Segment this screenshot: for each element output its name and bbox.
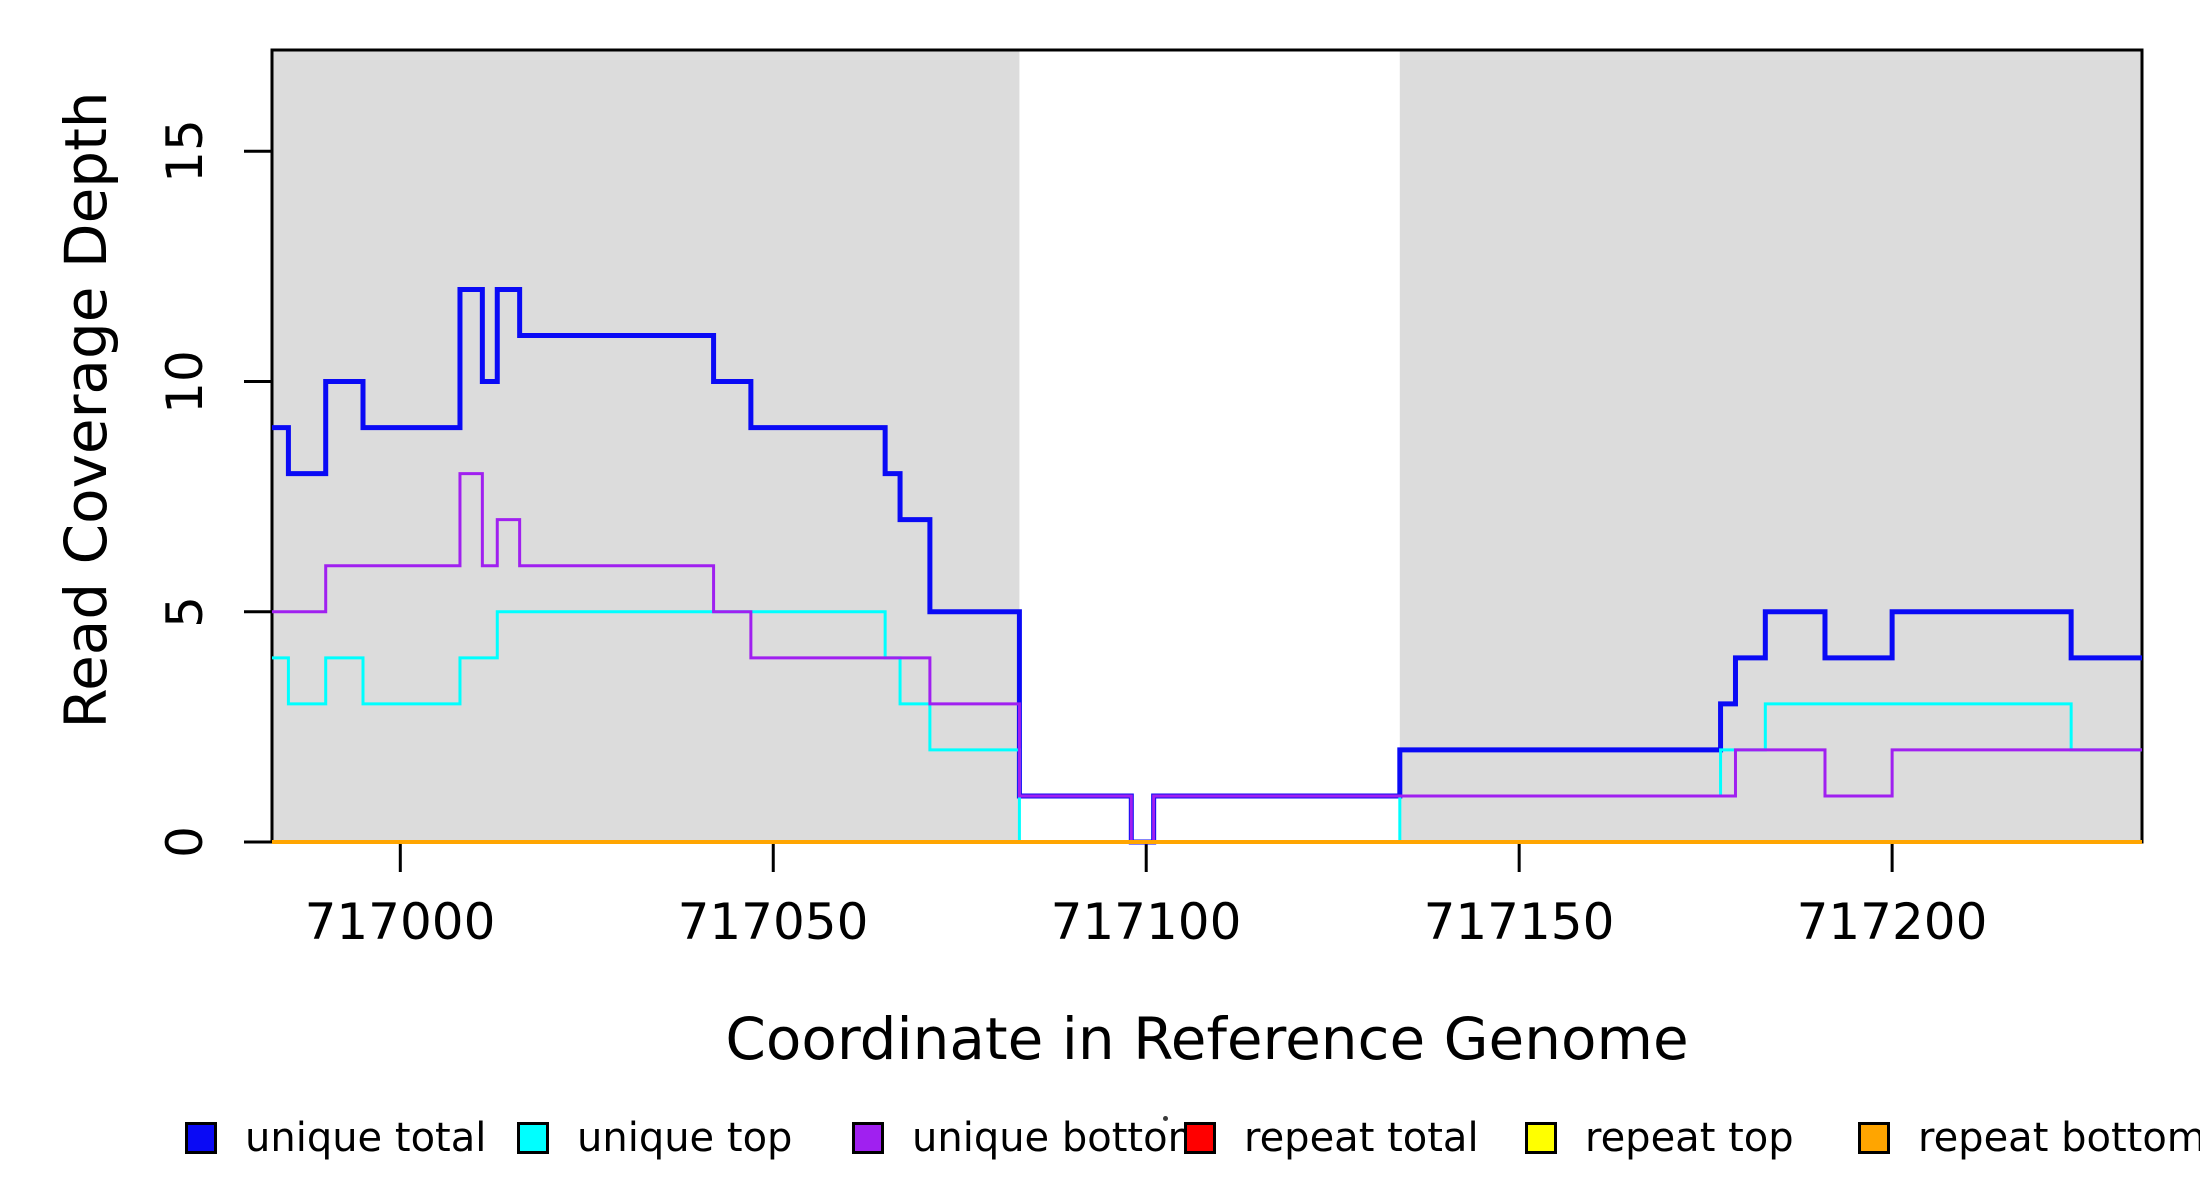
repeat-top-swatch	[1525, 1122, 1557, 1154]
legend-label: unique total	[245, 1115, 487, 1161]
legend-item-repeat-bottom: repeat bottom	[1858, 1112, 2200, 1164]
x-tick-label-717000: 717000	[304, 893, 496, 951]
x-tick-label-717100: 717100	[1050, 893, 1242, 951]
y-tick-label-5: 5	[156, 596, 214, 628]
y-tick-label-0: 0	[156, 826, 214, 858]
stray-dot	[1163, 1116, 1168, 1121]
legend-item-unique-top: unique top	[517, 1112, 792, 1164]
legend-label: repeat total	[1244, 1115, 1479, 1161]
y-tick-label-15: 15	[156, 119, 214, 183]
unique-top-swatch	[517, 1122, 549, 1154]
y-tick-label-10: 10	[156, 350, 214, 414]
shaded-region-1	[1399, 50, 2142, 842]
shaded-region-0	[272, 50, 1020, 842]
legend-item-repeat-total: repeat total	[1184, 1112, 1479, 1164]
x-tick-label-717150: 717150	[1423, 893, 1615, 951]
x-tick-label-717050: 717050	[677, 893, 869, 951]
unique-bottom-swatch	[852, 1122, 884, 1154]
x-axis-title: Coordinate in Reference Genome	[725, 1005, 1689, 1073]
legend-label: unique top	[577, 1115, 793, 1161]
x-tick-label-717200: 717200	[1796, 893, 1988, 951]
legend-label: repeat bottom	[1918, 1115, 2200, 1161]
legend-item-unique-total: unique total	[185, 1112, 486, 1164]
legend-item-repeat-top: repeat top	[1525, 1112, 1794, 1164]
y-axis-title: Read Coverage Depth	[52, 91, 120, 729]
legend-label: unique bottom	[912, 1115, 1207, 1161]
series-unique-total	[272, 286, 2142, 845]
series-unique-bottom	[272, 472, 2142, 844]
legend-label: repeat top	[1585, 1115, 1794, 1161]
legend-item-unique-bottom: unique bottom	[852, 1112, 1207, 1164]
repeat-bottom-swatch	[1858, 1122, 1890, 1154]
unique-total-swatch	[185, 1122, 217, 1154]
repeat-total-swatch	[1184, 1122, 1216, 1154]
